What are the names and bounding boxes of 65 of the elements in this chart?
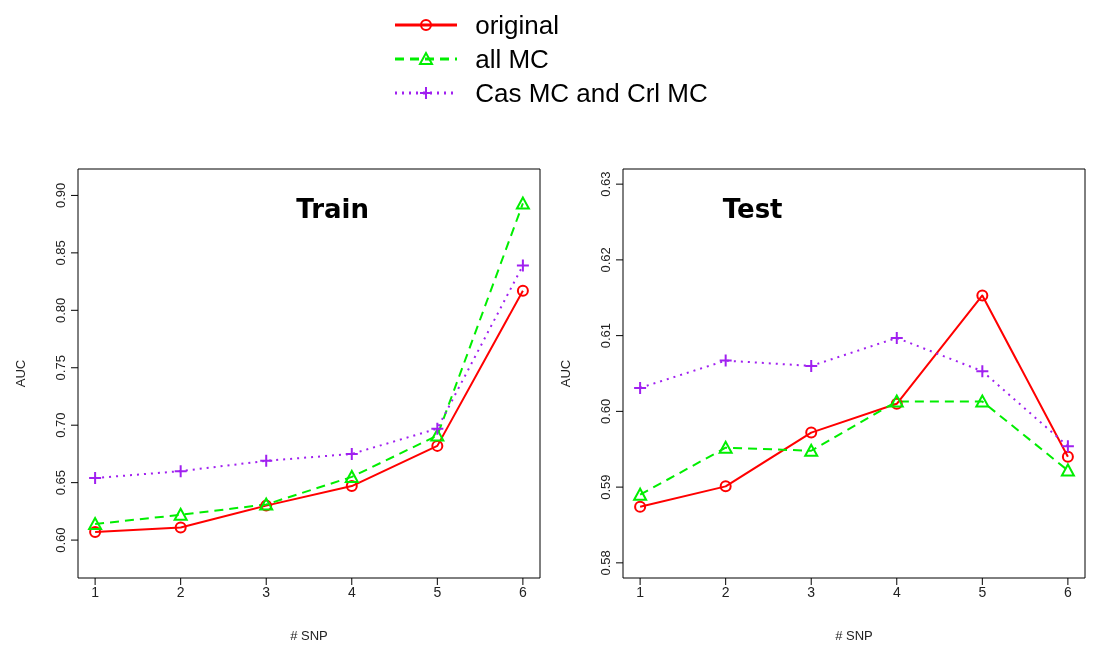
point [88, 517, 103, 530]
point [88, 471, 103, 486]
point [889, 330, 904, 345]
y-tick-label: 0.80 [53, 297, 68, 323]
point [173, 507, 188, 521]
x-tick-label: 2 [721, 583, 730, 600]
point [1060, 463, 1075, 477]
legend-label: original [475, 9, 560, 41]
point [174, 521, 187, 534]
x-axis-title: # SNP [290, 628, 328, 643]
text: Test [722, 194, 783, 224]
y-tick-label: 0.62 [598, 247, 613, 273]
point [975, 394, 990, 408]
point [634, 500, 647, 513]
x-tick-label: 1 [636, 583, 645, 600]
point [344, 469, 359, 483]
x-tick-label: 5 [433, 583, 442, 600]
legend-label: all MC [475, 43, 549, 75]
point [718, 353, 733, 368]
point [1061, 450, 1074, 463]
point [259, 453, 274, 468]
x-tick-label: 5 [978, 583, 987, 600]
x-tick-label: 3 [807, 583, 816, 600]
x-tick-label: 6 [518, 583, 527, 600]
point [345, 480, 358, 493]
point [515, 258, 530, 273]
point [516, 284, 529, 297]
point [719, 480, 732, 493]
y-axis-title: AUC [557, 359, 573, 388]
point [633, 380, 648, 395]
y-tick-label: 0.65 [53, 469, 68, 496]
x-axis-title: # SNP [835, 628, 873, 643]
legend-label: Cas MC and Crl MC [475, 77, 708, 109]
x-tick-label: 6 [1063, 583, 1072, 600]
point [1060, 439, 1075, 454]
point [633, 487, 648, 501]
point [173, 464, 188, 479]
x-tick-label: 4 [892, 583, 901, 600]
point [804, 443, 819, 457]
point [344, 446, 359, 461]
x-tick-label: 2 [176, 583, 185, 600]
y-tick-label: 0.60 [53, 527, 68, 553]
point [975, 364, 990, 379]
x-tick-label: 3 [262, 583, 271, 600]
point [804, 358, 819, 373]
point [430, 421, 445, 436]
y-tick-label: 0.58 [598, 550, 613, 576]
y-tick-label: 0.61 [598, 322, 613, 349]
x-tick-label: 1 [91, 583, 100, 600]
y-tick-label: 0.85 [53, 240, 68, 266]
y-tick-label: 0.63 [598, 171, 613, 197]
y-tick-label: 0.60 [598, 398, 613, 425]
y-tick-label: 0.75 [53, 355, 68, 381]
point [976, 289, 989, 302]
y-tick-label: 0.90 [53, 182, 68, 209]
text: Train [296, 194, 369, 224]
point [718, 440, 733, 454]
y-tick-label: 0.70 [53, 412, 68, 438]
y-axis-title: AUC [12, 359, 28, 388]
point [89, 526, 102, 539]
point [805, 426, 818, 439]
point [515, 196, 530, 210]
y-tick-label: 0.59 [598, 474, 613, 500]
point [430, 428, 445, 442]
x-tick-label: 4 [347, 583, 356, 600]
